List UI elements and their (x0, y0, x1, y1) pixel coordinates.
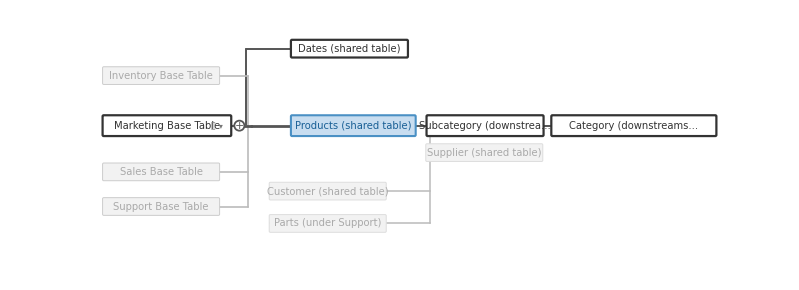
Text: +: + (235, 121, 244, 131)
Text: Marketing Base Table: Marketing Base Table (113, 121, 220, 131)
Text: ▾: ▾ (219, 121, 223, 130)
FancyBboxPatch shape (426, 144, 543, 162)
FancyBboxPatch shape (269, 182, 386, 200)
Circle shape (234, 121, 244, 131)
Text: Dates (shared table): Dates (shared table) (298, 44, 400, 54)
FancyBboxPatch shape (102, 163, 220, 181)
FancyBboxPatch shape (427, 115, 543, 136)
FancyBboxPatch shape (102, 67, 220, 84)
Text: Subcategory (downstrea...: Subcategory (downstrea... (419, 121, 551, 131)
Text: Sales Base Table: Sales Base Table (120, 167, 203, 177)
FancyBboxPatch shape (102, 198, 220, 215)
FancyBboxPatch shape (291, 115, 415, 136)
Text: Supplier (shared table): Supplier (shared table) (427, 148, 542, 157)
FancyBboxPatch shape (102, 115, 231, 136)
Text: Support Base Table: Support Base Table (113, 202, 209, 211)
Text: Products (shared table): Products (shared table) (295, 121, 411, 131)
FancyBboxPatch shape (269, 215, 386, 232)
FancyBboxPatch shape (551, 115, 717, 136)
Text: Category (downstreams...: Category (downstreams... (569, 121, 698, 131)
FancyBboxPatch shape (291, 40, 408, 57)
Text: Customer (shared table): Customer (shared table) (267, 186, 388, 196)
Text: Inventory Base Table: Inventory Base Table (109, 70, 213, 81)
Text: Parts (under Support): Parts (under Support) (274, 218, 381, 229)
Text: ⤢: ⤢ (211, 121, 216, 130)
